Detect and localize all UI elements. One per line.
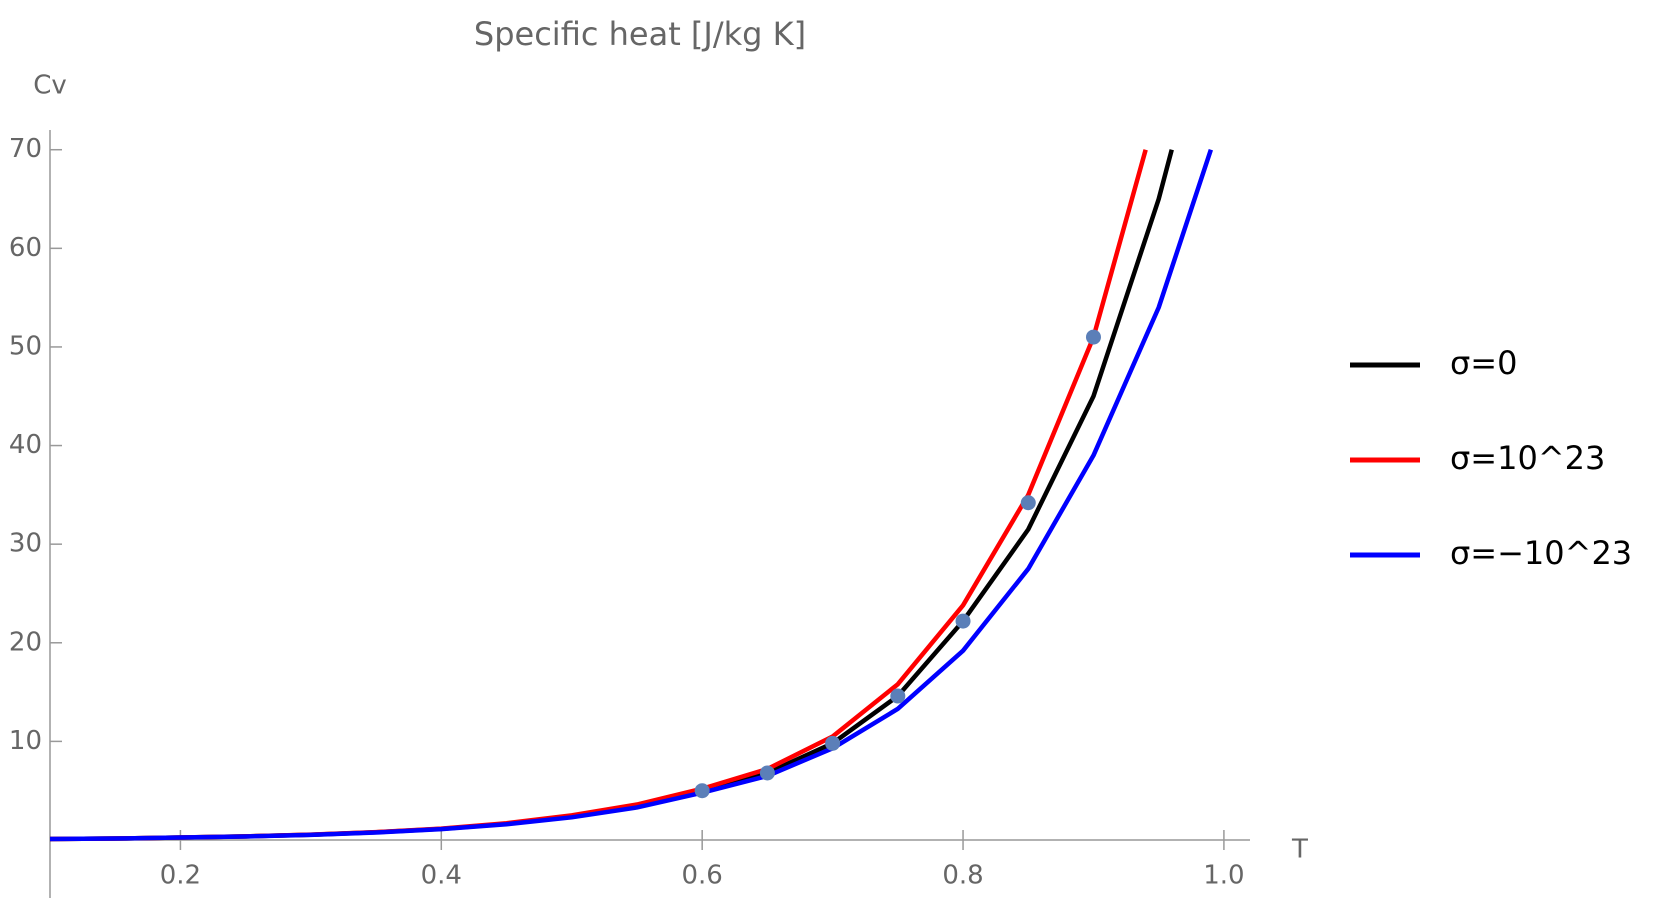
y-tick-label: 50 (9, 331, 42, 361)
x-tick-label: 0.4 (421, 861, 462, 891)
data-point (759, 765, 775, 781)
legend-text: σ=10^23 (1450, 439, 1605, 477)
x-axis-label: T (1291, 835, 1308, 865)
y-tick-label: 60 (9, 233, 42, 263)
data-point (955, 613, 971, 629)
y-tick-label: 20 (9, 627, 42, 657)
x-tick-label: 1.0 (1203, 861, 1244, 891)
x-tick-label: 0.2 (160, 861, 201, 891)
y-tick-label: 70 (9, 134, 42, 164)
y-axis-label: Cv (33, 71, 67, 101)
data-point (890, 688, 906, 704)
legend-text: σ=0 (1450, 344, 1517, 382)
y-tick-label: 40 (9, 430, 42, 460)
series-line (49, 149, 1174, 842)
y-tick-label: 30 (9, 529, 42, 559)
data-point (1020, 495, 1036, 511)
x-tick-label: 0.8 (942, 861, 983, 891)
chart-title: Specific heat [J/kg K] (474, 15, 806, 53)
data-point (825, 735, 841, 751)
data-point (1085, 329, 1101, 345)
series-line (49, 149, 1148, 842)
y-tick-label: 10 (9, 726, 42, 756)
series-line (49, 149, 1214, 842)
x-tick-label: 0.6 (681, 861, 722, 891)
data-point (694, 783, 710, 799)
legend-text: σ=−10^23 (1450, 534, 1632, 572)
